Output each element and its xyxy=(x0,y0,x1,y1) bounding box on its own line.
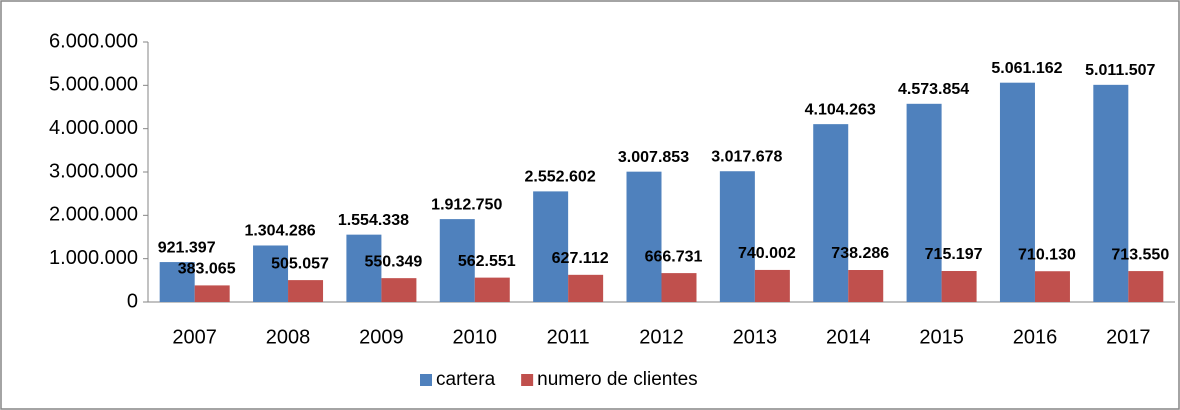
value-label: 4.104.263 xyxy=(805,101,876,118)
bar xyxy=(381,278,417,302)
legend-swatch xyxy=(420,374,432,386)
bar xyxy=(1128,271,1164,302)
value-label: 710.130 xyxy=(1018,246,1076,263)
x-tick-label: 2010 xyxy=(453,326,498,348)
x-tick-label: 2014 xyxy=(826,326,871,348)
bar xyxy=(941,271,977,302)
x-tick-label: 2015 xyxy=(919,326,964,348)
y-tick-label: 4.000.000 xyxy=(49,117,138,139)
bar xyxy=(848,270,884,302)
value-label: 5.011.507 xyxy=(1085,62,1155,79)
value-label: 740.002 xyxy=(738,245,796,262)
y-tick-label: 0 xyxy=(127,290,138,312)
value-label: 921.397 xyxy=(158,239,216,256)
x-tick-label: 2017 xyxy=(1106,326,1151,348)
bar xyxy=(439,219,475,302)
bar xyxy=(288,280,324,302)
value-label: 1.912.750 xyxy=(431,196,502,213)
y-tick-label: 2.000.000 xyxy=(49,204,138,226)
value-label: 1.554.338 xyxy=(338,212,409,229)
value-label: 627.112 xyxy=(552,250,609,267)
value-label: 383.065 xyxy=(178,261,236,278)
bar xyxy=(474,277,510,302)
bar xyxy=(661,273,697,302)
bar xyxy=(906,103,942,303)
bar xyxy=(1034,271,1070,302)
bar xyxy=(999,82,1035,302)
x-tick-label: 2011 xyxy=(547,326,590,348)
y-tick-label: 3.000.000 xyxy=(49,160,138,182)
legend-label: cartera xyxy=(436,369,496,390)
bar xyxy=(346,234,382,302)
bar xyxy=(1093,84,1129,303)
bar xyxy=(159,262,195,302)
value-label: 3.007.853 xyxy=(618,149,689,166)
x-tick-label: 2007 xyxy=(172,326,217,348)
value-label: 5.061.162 xyxy=(991,60,1062,77)
value-label: 713.550 xyxy=(1111,246,1169,263)
x-tick-label: 2009 xyxy=(359,326,404,348)
value-label: 666.731 xyxy=(645,248,703,265)
x-tick-label: 2008 xyxy=(266,326,311,348)
bar xyxy=(194,285,230,302)
y-tick-label: 1.000.000 xyxy=(49,247,138,269)
bar xyxy=(568,274,604,302)
bar xyxy=(813,124,849,302)
value-label: 4.573.854 xyxy=(898,81,969,98)
bar xyxy=(754,269,790,302)
bar xyxy=(626,171,662,302)
value-label: 2.552.602 xyxy=(525,169,596,186)
value-label: 562.551 xyxy=(458,253,516,270)
value-label: 1.304.286 xyxy=(244,223,315,240)
bar xyxy=(253,245,289,302)
y-tick-label: 5.000.000 xyxy=(49,74,138,96)
value-label: 738.286 xyxy=(831,245,889,262)
x-tick-label: 2013 xyxy=(733,326,778,348)
y-tick-label: 6.000.000 xyxy=(49,30,138,52)
bar xyxy=(719,171,755,302)
bar xyxy=(533,191,569,302)
value-label: 505.057 xyxy=(271,255,329,272)
value-label: 550.349 xyxy=(364,253,422,270)
legend-swatch xyxy=(521,374,534,386)
value-label: 3.017.678 xyxy=(711,148,782,165)
value-label: 715.197 xyxy=(925,246,983,263)
x-tick-label: 2012 xyxy=(639,326,684,348)
x-tick-label: 2016 xyxy=(1013,326,1058,348)
legend-label: numero de clientes xyxy=(537,369,698,390)
